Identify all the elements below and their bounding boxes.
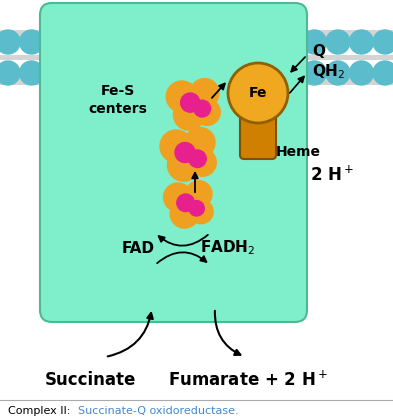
Circle shape <box>161 30 185 54</box>
Text: Fumarate + 2 H$^+$: Fumarate + 2 H$^+$ <box>168 370 328 390</box>
Circle shape <box>302 30 326 54</box>
Circle shape <box>190 79 219 107</box>
Text: FADH$_2$: FADH$_2$ <box>200 239 256 257</box>
Circle shape <box>279 61 303 85</box>
Circle shape <box>208 30 232 54</box>
Text: QH$_2$: QH$_2$ <box>312 63 345 81</box>
Circle shape <box>160 130 193 163</box>
Text: 2 H$^+$: 2 H$^+$ <box>310 166 354 185</box>
Circle shape <box>231 30 255 54</box>
Circle shape <box>167 149 200 181</box>
Circle shape <box>349 61 373 85</box>
Circle shape <box>185 181 212 207</box>
Circle shape <box>173 99 205 130</box>
Circle shape <box>20 30 44 54</box>
Circle shape <box>302 61 326 85</box>
Circle shape <box>349 30 373 54</box>
Circle shape <box>279 30 303 54</box>
Circle shape <box>184 61 209 85</box>
FancyBboxPatch shape <box>240 111 276 159</box>
Text: Fe-S
centers: Fe-S centers <box>88 84 147 116</box>
Circle shape <box>189 201 204 216</box>
Circle shape <box>189 149 216 176</box>
Circle shape <box>185 127 215 158</box>
Circle shape <box>373 30 393 54</box>
Text: Heme: Heme <box>276 145 321 159</box>
Circle shape <box>20 61 44 85</box>
Bar <box>0 45 393 55</box>
Bar <box>0 30 393 85</box>
Circle shape <box>175 142 195 163</box>
Circle shape <box>255 61 279 85</box>
Circle shape <box>161 61 185 85</box>
Text: Complex II:: Complex II: <box>8 406 74 416</box>
Circle shape <box>67 61 91 85</box>
Circle shape <box>181 93 200 112</box>
Circle shape <box>43 61 67 85</box>
Circle shape <box>189 199 213 224</box>
FancyBboxPatch shape <box>40 3 307 322</box>
Bar <box>0 60 393 70</box>
Circle shape <box>0 30 20 54</box>
Circle shape <box>163 183 192 212</box>
Text: Q: Q <box>312 44 325 59</box>
Text: Succinate: Succinate <box>44 371 136 389</box>
Circle shape <box>194 99 220 125</box>
Circle shape <box>231 61 255 85</box>
Circle shape <box>228 63 288 123</box>
Circle shape <box>326 61 350 85</box>
Circle shape <box>255 30 279 54</box>
Circle shape <box>326 30 350 54</box>
Circle shape <box>177 194 195 212</box>
Circle shape <box>43 30 67 54</box>
Circle shape <box>189 150 206 168</box>
Circle shape <box>90 30 114 54</box>
Circle shape <box>138 30 162 54</box>
Circle shape <box>208 61 232 85</box>
Circle shape <box>67 30 91 54</box>
Circle shape <box>138 61 162 85</box>
Circle shape <box>194 100 211 117</box>
Circle shape <box>90 61 114 85</box>
Circle shape <box>114 61 138 85</box>
Circle shape <box>0 61 20 85</box>
Text: FAD: FAD <box>121 241 154 256</box>
Circle shape <box>170 199 199 228</box>
Circle shape <box>184 30 209 54</box>
Circle shape <box>114 30 138 54</box>
Text: Fe: Fe <box>249 86 267 100</box>
Text: Succinate-Q oxidoreductase.: Succinate-Q oxidoreductase. <box>78 406 239 416</box>
Circle shape <box>373 61 393 85</box>
Circle shape <box>166 81 197 112</box>
